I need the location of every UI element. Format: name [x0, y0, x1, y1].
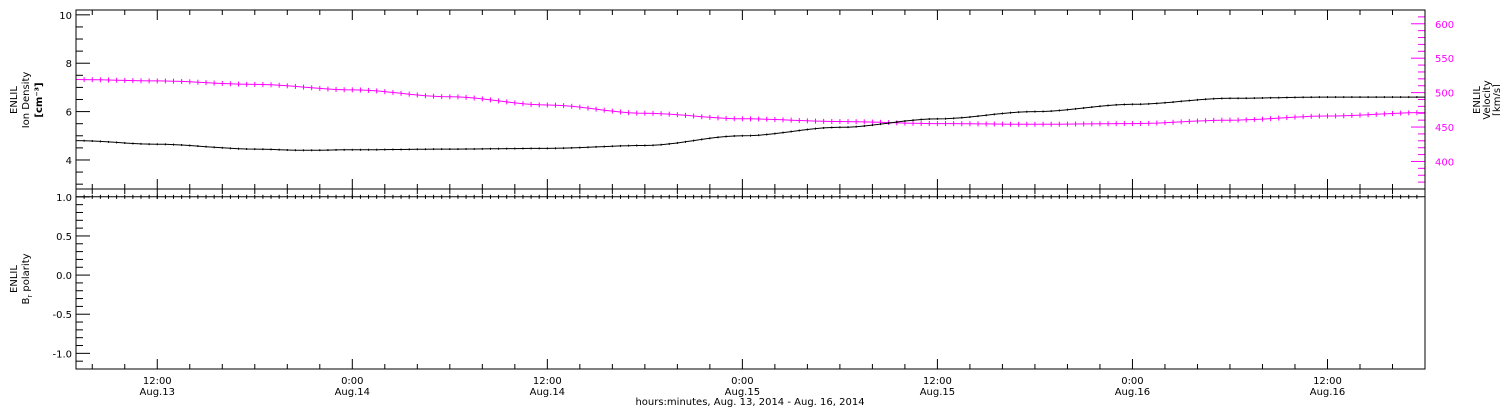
- time-tick-label: 12:00: [143, 376, 172, 387]
- time-axis-labels: 12:00Aug.130:00Aug.1412:00Aug.140:00Aug.…: [140, 376, 1346, 398]
- date-tick-label: Aug.13: [140, 387, 175, 398]
- density-velocity-series: [75, 77, 1426, 152]
- date-tick-label: Aug.14: [335, 387, 370, 398]
- date-tick-label: Aug.16: [1310, 387, 1345, 398]
- velocity-ylabel-line1: ENLIL: [1472, 86, 1483, 114]
- density-tick-label: 8: [66, 59, 72, 70]
- density-tick-labels: 4 6 8 10: [59, 11, 72, 167]
- date-tick-label: Aug.15: [920, 387, 955, 398]
- velocity-tick-labels: 400 450 500 550 600: [1435, 20, 1454, 169]
- polarity-ylabel-b: B: [21, 298, 32, 305]
- time-tick-label: 0:00: [341, 376, 363, 387]
- density-series-markers: [75, 96, 1426, 152]
- velocity-tick-label: 600: [1435, 20, 1454, 31]
- time-tick-label: 0:00: [1121, 376, 1143, 387]
- polarity-tick-label: 0.5: [56, 232, 72, 243]
- polarity-plot-frame: [75, 188, 1426, 370]
- time-axis-title: hours:minutes, Aug. 13, 2014 - Aug. 16, …: [635, 397, 864, 408]
- velocity-ylabel-unit: [km/s]: [1492, 84, 1500, 116]
- polarity-tick-label: 1.0: [56, 193, 72, 204]
- date-tick-label: Aug.15: [725, 387, 760, 398]
- time-tick-label: 12:00: [533, 376, 562, 387]
- date-tick-label: Aug.16: [1115, 387, 1150, 398]
- density-ylabel-unit: [cm⁻³]: [34, 82, 45, 117]
- velocity-tick-label: 400: [1435, 157, 1454, 168]
- polarity-ylabel-sub: r: [26, 295, 34, 298]
- density-tick-label: 6: [66, 108, 72, 119]
- density-ylabel-line1: ENLIL: [9, 86, 20, 114]
- velocity-tick-label: 550: [1435, 54, 1454, 65]
- velocity-series-markers: [75, 77, 1426, 127]
- polarity-panel-ticks: [76, 189, 1426, 369]
- velocity-tick-label: 500: [1435, 89, 1454, 100]
- polarity-tick-label: -0.5: [52, 310, 72, 321]
- polarity-ylabel-word: polarity: [21, 253, 32, 294]
- density-tick-label: 10: [59, 11, 72, 22]
- polarity-ylabel-line1: ENLIL: [9, 265, 20, 293]
- polarity-tick-labels: 1.0 0.5 0.0 -0.5 -1.0: [52, 193, 72, 361]
- velocity-ylabel-line2: Velocity: [1482, 80, 1493, 119]
- time-tick-label: 12:00: [923, 376, 952, 387]
- polarity-ylabel-line2: Br polarity: [21, 253, 34, 304]
- polarity-series-markers: [75, 194, 1426, 199]
- density-tick-label: 4: [66, 156, 72, 167]
- time-tick-label: 12:00: [1313, 376, 1342, 387]
- time-tick-label: 0:00: [731, 376, 753, 387]
- velocity-tick-label: 450: [1435, 123, 1454, 134]
- polarity-series: [75, 194, 1426, 199]
- density-ylabel-line2: Ion Density: [21, 72, 32, 129]
- polarity-tick-label: 0.0: [56, 271, 72, 282]
- polarity-tick-label: -1.0: [52, 349, 72, 360]
- date-tick-label: Aug.14: [530, 387, 565, 398]
- polarity-panel: 1.0 0.5 0.0 -0.5 -1.0 ENLIL Br polarity: [9, 188, 1426, 370]
